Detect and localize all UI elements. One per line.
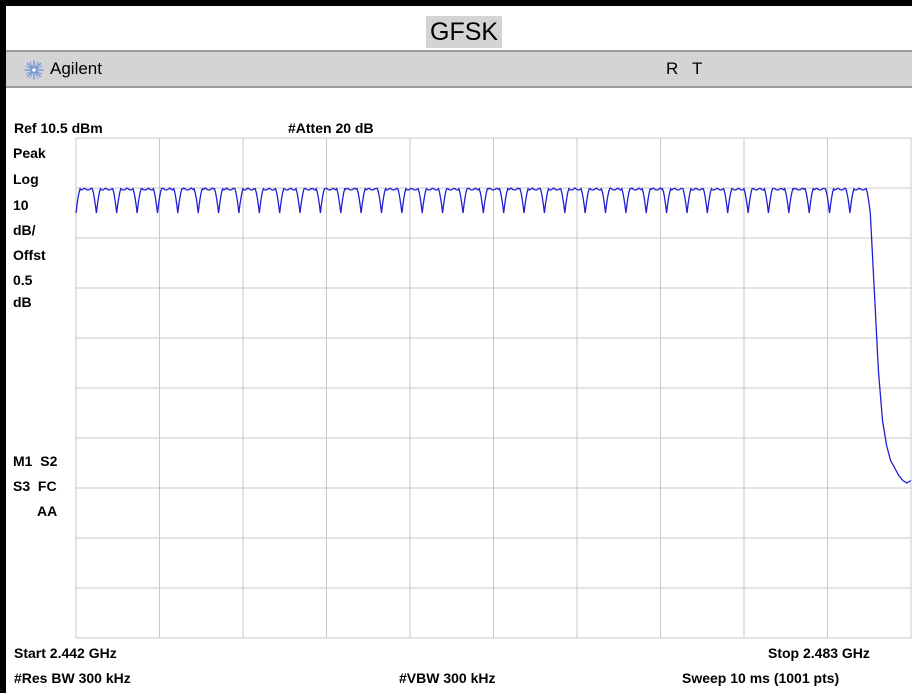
marker-status-line-3: AA	[37, 503, 58, 519]
detector-label: Peak	[13, 145, 46, 161]
instrument-status-bar: Agilent R T	[6, 50, 912, 88]
stop-frequency-label: Stop 2.483 GHz	[768, 645, 870, 661]
sweep-time-label: Sweep 10 ms (1001 pts)	[682, 670, 840, 686]
resolution-bandwidth-label: #Res BW 300 kHz	[14, 670, 131, 686]
attenuation-label: #Atten 20 dB	[288, 120, 374, 136]
plot-grid	[75, 137, 912, 639]
spectrum-trace	[75, 187, 912, 484]
scale-unit-label: dB/	[13, 222, 36, 238]
brand-name: Agilent	[50, 59, 102, 78]
offset-unit-label: dB	[13, 294, 32, 310]
offset-value-label: 0.5	[13, 272, 33, 288]
start-frequency-label: Start 2.442 GHz	[14, 645, 117, 661]
trace-layer	[75, 187, 912, 484]
chart-title: GFSK	[426, 16, 503, 48]
agilent-spark-icon	[24, 60, 44, 80]
scale-type-label: Log	[13, 171, 39, 187]
video-bandwidth-label: #VBW 300 kHz	[399, 670, 496, 686]
status-r: R	[666, 59, 679, 78]
title-bar: GFSK	[6, 6, 912, 50]
marker-status-line-2: S3 FC	[13, 478, 57, 494]
scale-value-label: 10	[13, 197, 29, 213]
offset-label: Offst	[13, 247, 46, 263]
ref-level-label: Ref 10.5 dBm	[14, 120, 103, 136]
status-t: T	[692, 59, 703, 78]
marker-status-line-1: M1 S2	[13, 453, 58, 469]
